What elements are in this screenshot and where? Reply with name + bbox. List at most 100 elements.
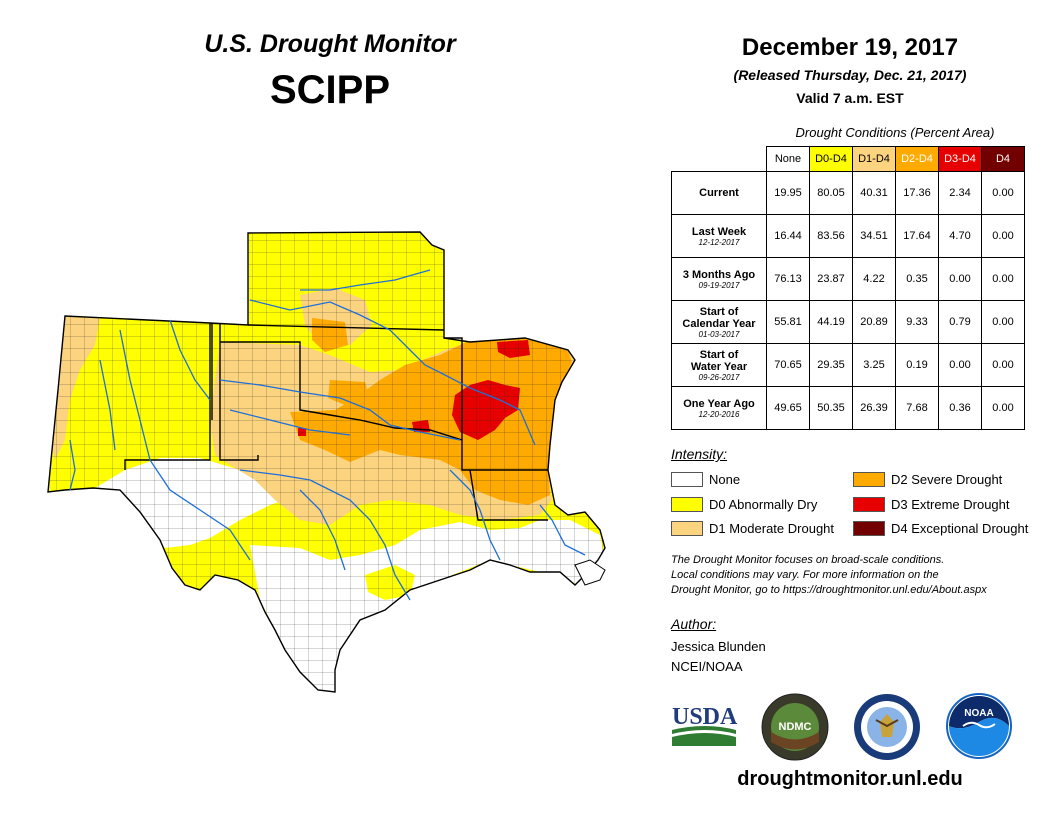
table-cell: 7.68 — [895, 386, 939, 430]
map-regions — [47, 231, 606, 693]
note-line: Local conditions may vary. For more info… — [671, 569, 939, 581]
county-grid — [48, 232, 605, 692]
table-row: Last Week 12-12-2017 16.44 83.56 34.51 17… — [671, 214, 1025, 258]
note-line: Drought Monitor, go to https://droughtmo… — [671, 584, 987, 596]
table-cell: 0.00 — [981, 257, 1025, 301]
legend-title: Intensity: — [671, 446, 728, 462]
table-cell: 49.65 — [766, 386, 810, 430]
valid-time: Valid 7 a.m. EST — [796, 90, 904, 106]
table-cell: 26.39 — [852, 386, 896, 430]
author-heading: Author: — [671, 616, 717, 632]
legend-label: D1 Moderate Drought — [709, 520, 835, 536]
footer-url[interactable]: droughtmonitor.unl.edu — [737, 768, 963, 790]
legend-item-d4: D4 Exceptional Drought — [853, 519, 1028, 537]
map-date: December 19, 2017 — [741, 34, 959, 61]
table-cell: 0.00 — [981, 300, 1025, 344]
row-label: One Year Ago 12-20-2016 — [671, 386, 767, 430]
table-header-row: None D0-D4 D1-D4 D2-D4 D3-D4 D4 — [671, 146, 1025, 172]
row-date: 09-26-2017 — [698, 372, 740, 382]
table-cell: 0.79 — [938, 300, 982, 344]
table-cell: 83.56 — [809, 214, 853, 258]
note-line: The Drought Monitor focuses on broad-sca… — [671, 554, 945, 566]
row-label: Start of Water Year 09-26-2017 — [671, 343, 767, 387]
row-label: Start of Calendar Year 01-03-2017 — [671, 300, 767, 344]
table-cell: 0.00 — [938, 257, 982, 301]
table-cell: 4.70 — [938, 214, 982, 258]
table-cell: 20.89 — [852, 300, 896, 344]
table-cell: 16.44 — [766, 214, 810, 258]
row-label: Last Week 12-12-2017 — [671, 214, 767, 258]
table-cell: 0.35 — [895, 257, 939, 301]
region-title: SCIPP — [269, 68, 391, 112]
row-date: 09-19-2017 — [698, 280, 740, 290]
legend-item-d1: D1 Moderate Drought — [671, 519, 834, 537]
drought-map — [47, 231, 606, 693]
row-date: 12-12-2017 — [698, 237, 740, 247]
conditions-table-title: Drought Conditions (Percent Area) — [795, 125, 995, 140]
usda-stripe — [672, 733, 736, 746]
table-cell: 0.19 — [895, 343, 939, 387]
col-d4: D4 — [981, 146, 1025, 172]
table-cell: 0.00 — [938, 343, 982, 387]
table-header-blank — [671, 146, 767, 172]
table-cell: 50.35 — [809, 386, 853, 430]
row-date: 01-03-2017 — [698, 329, 740, 339]
state-borders — [124, 323, 548, 521]
legend-label: D4 Exceptional Drought — [891, 520, 1029, 536]
legend-swatch — [671, 496, 703, 512]
table-cell: 0.00 — [981, 386, 1025, 430]
table-cell: 44.19 — [809, 300, 853, 344]
row-label: 3 Months Ago 09-19-2017 — [671, 257, 767, 301]
legend-item-d0: D0 Abnormally Dry — [671, 495, 817, 513]
table-cell: 2.34 — [938, 171, 982, 215]
legend-label: None — [709, 471, 741, 487]
legend-swatch — [671, 520, 703, 536]
table-cell: 17.64 — [895, 214, 939, 258]
table-cell: 40.31 — [852, 171, 896, 215]
table-cell: 17.36 — [895, 171, 939, 215]
table-cell: 9.33 — [895, 300, 939, 344]
table-cell: 55.81 — [766, 300, 810, 344]
ndmc-logo-text: NDMC — [779, 721, 812, 733]
noaa-logo: NOAA — [946, 693, 1012, 759]
release-date: (Released Thursday, Dec. 21, 2017) — [733, 67, 967, 83]
noaa-logo-text: NOAA — [964, 708, 993, 719]
usda-logo: USDA — [672, 704, 738, 746]
table-row: Current 19.95 80.05 40.31 17.36 2.34 0.0… — [671, 171, 1025, 215]
legend-label: D0 Abnormally Dry — [709, 496, 818, 512]
row-date: 12-20-2016 — [698, 409, 740, 419]
ndmc-logo: NDMC — [761, 693, 829, 761]
table-row: One Year Ago 12-20-2016 49.65 50.35 26.39… — [671, 386, 1025, 430]
table-cell: 23.87 — [809, 257, 853, 301]
col-d1-d4: D1-D4 — [852, 146, 896, 172]
table-row: Start of Water Year 09-26-2017 70.65 29.35… — [671, 343, 1025, 387]
table-cell: 3.25 — [852, 343, 896, 387]
legend-item-d3: D3 Extreme Drought — [853, 495, 1010, 513]
legend-item-d2: D2 Severe Drought — [853, 470, 1002, 488]
rivers — [69, 269, 586, 601]
col-none: None — [766, 146, 810, 172]
commerce-seal — [854, 694, 920, 760]
legend-swatch — [853, 520, 885, 536]
legend-item-none: None — [671, 470, 740, 488]
author-org: NCEI/NOAA — [671, 659, 743, 674]
legend-swatch — [853, 496, 885, 512]
table-cell: 0.00 — [981, 343, 1025, 387]
gulf-coast-islands — [574, 559, 606, 586]
author-name: Jessica Blunden — [671, 639, 766, 654]
col-d2-d4: D2-D4 — [895, 146, 939, 172]
col-d0-d4: D0-D4 — [809, 146, 853, 172]
table-cell: 4.22 — [852, 257, 896, 301]
table-cell: 70.65 — [766, 343, 810, 387]
legend-label: D2 Severe Drought — [891, 471, 1003, 487]
table-cell: 0.00 — [981, 171, 1025, 215]
legend-label: D3 Extreme Drought — [891, 496, 1010, 512]
table-cell: 0.00 — [981, 214, 1025, 258]
table-row: 3 Months Ago 09-19-2017 76.13 23.87 4.22 … — [671, 257, 1025, 301]
col-d3-d4: D3-D4 — [938, 146, 982, 172]
table-row: Start of Calendar Year 01-03-2017 55.81 44… — [671, 300, 1025, 344]
table-cell: 76.13 — [766, 257, 810, 301]
usda-logo-text: USDA — [672, 704, 738, 730]
region-outline — [47, 231, 606, 693]
drought-conditions-table: None D0-D4 D1-D4 D2-D4 D3-D4 D4 Current … — [671, 146, 1025, 430]
